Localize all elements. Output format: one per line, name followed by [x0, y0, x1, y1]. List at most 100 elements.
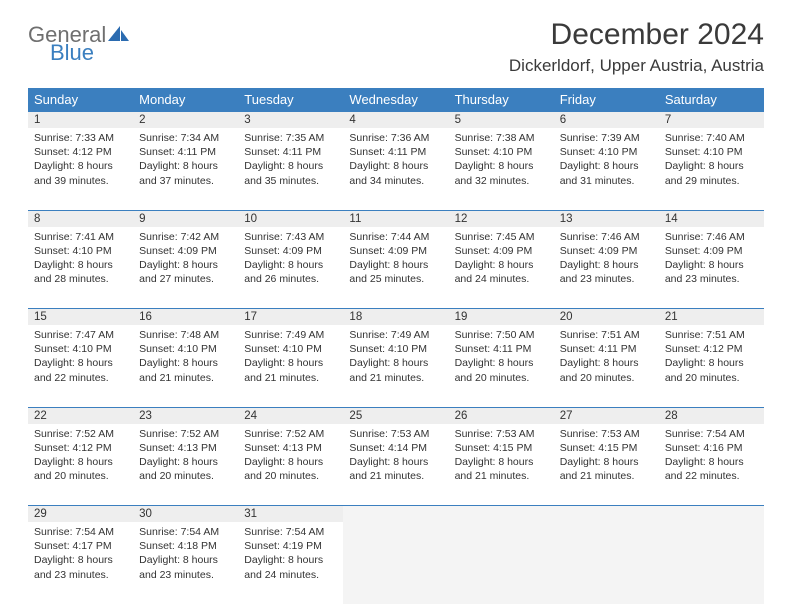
daylight-text-2: and 23 minutes.	[560, 272, 653, 286]
sunrise-text: Sunrise: 7:54 AM	[139, 525, 232, 539]
day-header: Friday	[554, 88, 659, 112]
sunrise-text: Sunrise: 7:53 AM	[560, 427, 653, 441]
logo-text-blue: Blue	[28, 42, 130, 64]
daylight-text-1: Daylight: 8 hours	[139, 258, 232, 272]
sunrise-text: Sunrise: 7:39 AM	[560, 131, 653, 145]
day-cell: Sunrise: 7:51 AMSunset: 4:12 PMDaylight:…	[659, 325, 764, 407]
daylight-text-1: Daylight: 8 hours	[139, 455, 232, 469]
sunrise-text: Sunrise: 7:38 AM	[455, 131, 548, 145]
daylight-text-2: and 21 minutes.	[455, 469, 548, 483]
day-number-cell: 22	[28, 407, 133, 424]
sunrise-text: Sunrise: 7:53 AM	[455, 427, 548, 441]
day-number-cell: 26	[449, 407, 554, 424]
day-cell	[659, 522, 764, 604]
sunset-text: Sunset: 4:16 PM	[665, 441, 758, 455]
sunset-text: Sunset: 4:13 PM	[139, 441, 232, 455]
day-cell: Sunrise: 7:38 AMSunset: 4:10 PMDaylight:…	[449, 128, 554, 210]
day-content-row: Sunrise: 7:41 AMSunset: 4:10 PMDaylight:…	[28, 227, 764, 309]
daylight-text-2: and 20 minutes.	[560, 371, 653, 385]
day-header: Tuesday	[238, 88, 343, 112]
daylight-text-2: and 20 minutes.	[139, 469, 232, 483]
day-cell: Sunrise: 7:41 AMSunset: 4:10 PMDaylight:…	[28, 227, 133, 309]
day-cell: Sunrise: 7:47 AMSunset: 4:10 PMDaylight:…	[28, 325, 133, 407]
location: Dickerldorf, Upper Austria, Austria	[509, 56, 764, 76]
sunrise-text: Sunrise: 7:45 AM	[455, 230, 548, 244]
sunrise-text: Sunrise: 7:43 AM	[244, 230, 337, 244]
sunset-text: Sunset: 4:10 PM	[34, 342, 127, 356]
daylight-text-2: and 20 minutes.	[665, 371, 758, 385]
sunrise-text: Sunrise: 7:40 AM	[665, 131, 758, 145]
sunset-text: Sunset: 4:10 PM	[34, 244, 127, 258]
daylight-text-2: and 20 minutes.	[244, 469, 337, 483]
day-content-row: Sunrise: 7:33 AMSunset: 4:12 PMDaylight:…	[28, 128, 764, 210]
daylight-text-2: and 21 minutes.	[560, 469, 653, 483]
sunset-text: Sunset: 4:15 PM	[560, 441, 653, 455]
daylight-text-1: Daylight: 8 hours	[34, 159, 127, 173]
day-number-cell: 14	[659, 210, 764, 227]
calendar-page: General Blue December 2024 Dickerldorf, …	[0, 0, 792, 612]
daylight-text-2: and 23 minutes.	[665, 272, 758, 286]
sunset-text: Sunset: 4:09 PM	[665, 244, 758, 258]
day-cell: Sunrise: 7:51 AMSunset: 4:11 PMDaylight:…	[554, 325, 659, 407]
daylight-text-1: Daylight: 8 hours	[34, 356, 127, 370]
header: General Blue December 2024 Dickerldorf, …	[28, 18, 764, 76]
sunrise-text: Sunrise: 7:54 AM	[34, 525, 127, 539]
day-cell: Sunrise: 7:52 AMSunset: 4:13 PMDaylight:…	[238, 424, 343, 506]
daylight-text-2: and 32 minutes.	[455, 174, 548, 188]
day-number-cell: 27	[554, 407, 659, 424]
sunset-text: Sunset: 4:19 PM	[244, 539, 337, 553]
day-number-cell: 31	[238, 506, 343, 523]
sunset-text: Sunset: 4:13 PM	[244, 441, 337, 455]
sunrise-text: Sunrise: 7:35 AM	[244, 131, 337, 145]
sunset-text: Sunset: 4:09 PM	[244, 244, 337, 258]
day-number-cell: 16	[133, 309, 238, 326]
day-cell: Sunrise: 7:42 AMSunset: 4:09 PMDaylight:…	[133, 227, 238, 309]
day-cell: Sunrise: 7:43 AMSunset: 4:09 PMDaylight:…	[238, 227, 343, 309]
sunrise-text: Sunrise: 7:53 AM	[349, 427, 442, 441]
day-number-cell: 30	[133, 506, 238, 523]
day-cell	[449, 522, 554, 604]
day-number-row: 15161718192021	[28, 309, 764, 326]
day-number-row: 1234567	[28, 112, 764, 129]
day-cell: Sunrise: 7:52 AMSunset: 4:13 PMDaylight:…	[133, 424, 238, 506]
sunset-text: Sunset: 4:11 PM	[560, 342, 653, 356]
day-header-row: Sunday Monday Tuesday Wednesday Thursday…	[28, 88, 764, 112]
daylight-text-1: Daylight: 8 hours	[139, 356, 232, 370]
day-number-cell: 1	[28, 112, 133, 129]
sunrise-text: Sunrise: 7:49 AM	[244, 328, 337, 342]
day-number-row: 22232425262728	[28, 407, 764, 424]
day-number-cell: 20	[554, 309, 659, 326]
sunrise-text: Sunrise: 7:54 AM	[244, 525, 337, 539]
daylight-text-2: and 21 minutes.	[349, 371, 442, 385]
sunset-text: Sunset: 4:10 PM	[560, 145, 653, 159]
day-number-cell: 25	[343, 407, 448, 424]
day-number-cell: 19	[449, 309, 554, 326]
day-cell: Sunrise: 7:40 AMSunset: 4:10 PMDaylight:…	[659, 128, 764, 210]
sunrise-text: Sunrise: 7:41 AM	[34, 230, 127, 244]
sunrise-text: Sunrise: 7:47 AM	[34, 328, 127, 342]
sunset-text: Sunset: 4:09 PM	[139, 244, 232, 258]
sunset-text: Sunset: 4:10 PM	[349, 342, 442, 356]
day-cell: Sunrise: 7:54 AMSunset: 4:16 PMDaylight:…	[659, 424, 764, 506]
day-cell	[554, 522, 659, 604]
daylight-text-1: Daylight: 8 hours	[34, 258, 127, 272]
day-number-cell: 17	[238, 309, 343, 326]
sunset-text: Sunset: 4:11 PM	[349, 145, 442, 159]
daylight-text-1: Daylight: 8 hours	[244, 455, 337, 469]
day-header: Thursday	[449, 88, 554, 112]
sunrise-text: Sunrise: 7:54 AM	[665, 427, 758, 441]
daylight-text-1: Daylight: 8 hours	[349, 455, 442, 469]
sunset-text: Sunset: 4:11 PM	[139, 145, 232, 159]
daylight-text-2: and 21 minutes.	[139, 371, 232, 385]
daylight-text-1: Daylight: 8 hours	[349, 356, 442, 370]
day-header: Wednesday	[343, 88, 448, 112]
daylight-text-2: and 35 minutes.	[244, 174, 337, 188]
sunset-text: Sunset: 4:18 PM	[139, 539, 232, 553]
day-number-cell: 13	[554, 210, 659, 227]
sunrise-text: Sunrise: 7:50 AM	[455, 328, 548, 342]
daylight-text-1: Daylight: 8 hours	[34, 455, 127, 469]
daylight-text-1: Daylight: 8 hours	[455, 356, 548, 370]
sunset-text: Sunset: 4:10 PM	[244, 342, 337, 356]
day-header: Monday	[133, 88, 238, 112]
sunrise-text: Sunrise: 7:51 AM	[665, 328, 758, 342]
